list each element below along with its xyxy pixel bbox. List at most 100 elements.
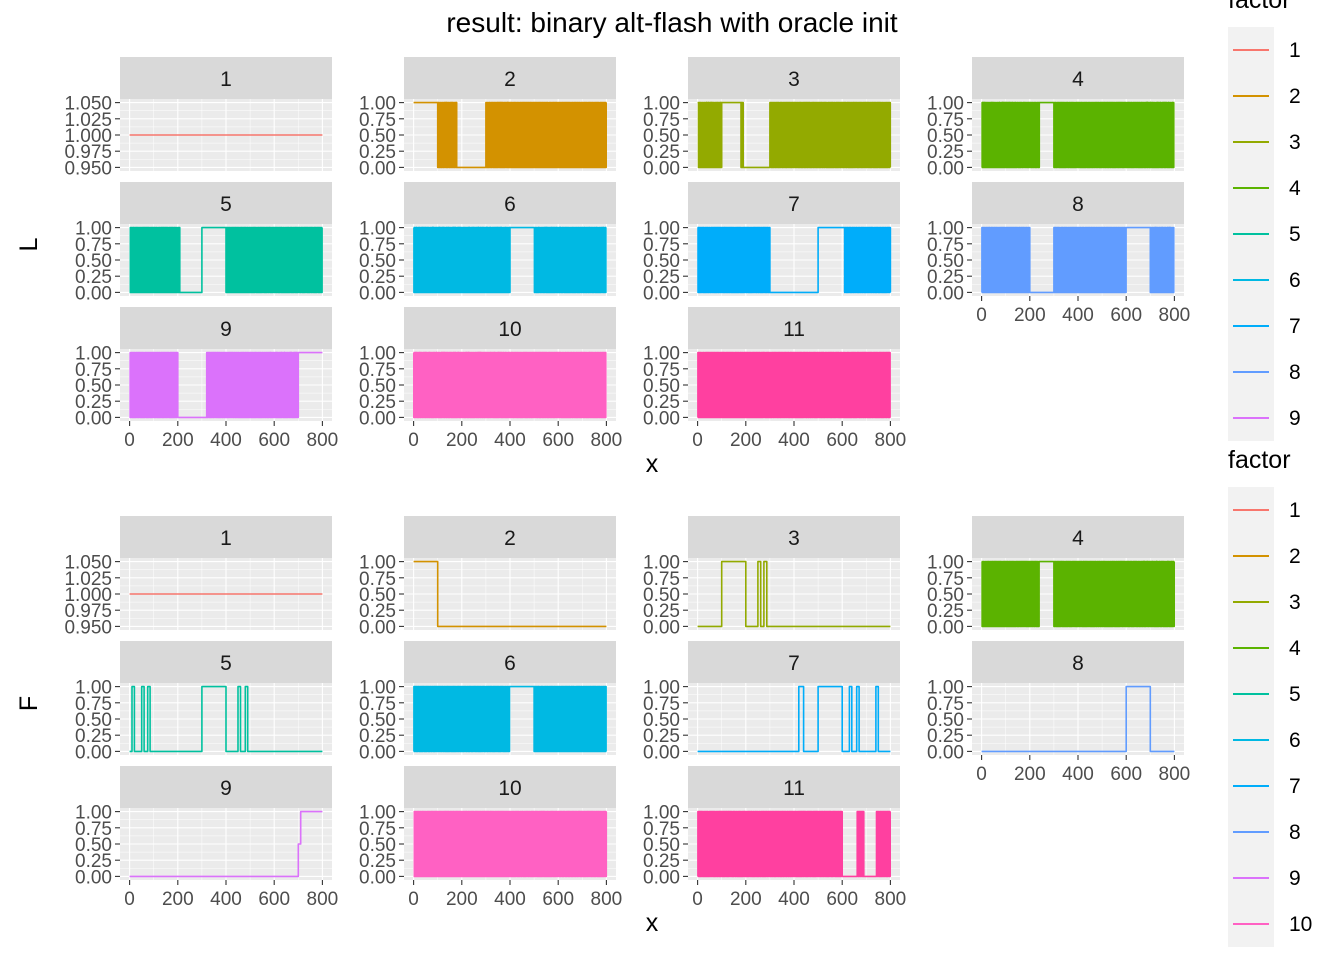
x-tick-label: 600 — [826, 889, 858, 910]
y-tick-label: 1.00 — [643, 219, 680, 240]
legend-label: 7 — [1289, 775, 1301, 798]
x-tick-label: 600 — [258, 889, 290, 910]
y-tick-label: 0.00 — [643, 742, 680, 763]
x-tick-label: 600 — [826, 430, 858, 451]
facet-strip-label: 2 — [504, 68, 516, 91]
facet-panel-L-2: 2 0.000.250.500.751.00 — [359, 57, 616, 179]
facet-panel-L-5: 5 0.000.250.500.751.00 — [75, 182, 332, 304]
legend-label: 8 — [1289, 821, 1301, 844]
y-tick-label: 1.025 — [64, 569, 112, 590]
y-tick-label: 1.00 — [359, 678, 396, 699]
legend-label: 10 — [1289, 913, 1312, 936]
facet-strip — [404, 516, 616, 558]
y-tick-label: 0.50 — [359, 126, 396, 147]
legend-label: 1 — [1289, 499, 1301, 522]
facet-panel-L-11: 11 0.000.250.500.751.00 0 200 400 600 800 — [643, 307, 906, 451]
y-tick-label: 0.50 — [643, 376, 680, 397]
series-line-factor-2 — [413, 560, 607, 628]
series-line-factor-11 — [697, 810, 891, 878]
facet-strip — [404, 182, 616, 224]
y-tick-label: 1.00 — [927, 94, 964, 115]
facet-strip — [972, 182, 1184, 224]
y-tick-label: 0.25 — [927, 726, 964, 747]
facet-strip-label: 9 — [220, 777, 232, 800]
facet-strip-label: 11 — [783, 318, 805, 341]
facet-strip-label: 7 — [788, 193, 800, 216]
y-tick-label: 0.75 — [75, 694, 112, 715]
series-line-factor-7 — [697, 685, 891, 753]
y-tick-label: 0.25 — [359, 851, 396, 872]
facet-panel-L-10: 10 0.000.250.500.751.00 0 200 400 600 800 — [359, 307, 622, 451]
legend-label: 3 — [1289, 591, 1301, 614]
y-tick-label: 0.50 — [359, 835, 396, 856]
x-tick-label: 800 — [1159, 305, 1191, 326]
x-tick-label: 0 — [692, 430, 703, 451]
y-tick-label: 0.50 — [643, 835, 680, 856]
facet-strip — [688, 641, 900, 683]
facet-strip — [404, 57, 616, 99]
facet-panel-F-11: 11 0.000.250.500.751.00 0 200 400 600 800 — [643, 766, 906, 910]
x-tick-label: 200 — [162, 889, 194, 910]
x-tick-label: 800 — [875, 430, 907, 451]
y-tick-label: 0.25 — [75, 392, 112, 413]
legend-F: factor 1 2 3 4 5 6 7 8 9 10 — [1228, 446, 1312, 947]
y-tick-label: 0.00 — [927, 742, 964, 763]
x-tick-label: 0 — [124, 889, 135, 910]
y-tick-label: 0.50 — [927, 710, 964, 731]
x-tick-label: 600 — [1110, 305, 1142, 326]
y-tick-label: 0.25 — [643, 392, 680, 413]
y-tick-label: 0.75 — [359, 694, 396, 715]
y-tick-label: 0.25 — [927, 142, 964, 163]
facet-strip-label: 2 — [504, 527, 516, 550]
y-tick-label: 1.00 — [359, 803, 396, 824]
legend-label: 4 — [1289, 177, 1301, 200]
y-tick-label: 0.00 — [359, 617, 396, 638]
x-tick-label: 400 — [210, 889, 242, 910]
y-tick-label: 0.75 — [643, 235, 680, 256]
legend-label: 6 — [1289, 269, 1301, 292]
facet-strip — [688, 182, 900, 224]
facet-strip — [972, 641, 1184, 683]
y-tick-label: 0.25 — [359, 601, 396, 622]
series-line-factor-4 — [981, 560, 1175, 628]
y-tick-label: 1.00 — [927, 219, 964, 240]
y-tick-label: 0.00 — [643, 158, 680, 179]
y-tick-label: 0.25 — [359, 142, 396, 163]
y-tick-label: 0.50 — [927, 585, 964, 606]
legend-key-background — [1228, 487, 1274, 947]
facet-panel-L-4: 4 0.000.250.500.751.00 — [927, 57, 1184, 179]
y-tick-label: 0.50 — [643, 251, 680, 272]
facet-strip — [688, 766, 900, 808]
legend-label: 2 — [1289, 85, 1301, 108]
y-tick-label: 0.25 — [643, 601, 680, 622]
series-line-factor-8 — [981, 226, 1175, 294]
y-tick-label: 0.50 — [75, 835, 112, 856]
y-tick-label: 0.00 — [643, 283, 680, 304]
y-tick-label: 1.00 — [75, 219, 112, 240]
y-tick-label: 0.50 — [359, 251, 396, 272]
y-tick-label: 1.00 — [75, 678, 112, 699]
facet-strip-label: 9 — [220, 318, 232, 341]
facet-panel-L-9: 9 0.000.250.500.751.00 0 200 400 600 800 — [75, 307, 338, 451]
y-tick-label: 0.00 — [927, 158, 964, 179]
x-tick-label: 400 — [1062, 305, 1094, 326]
y-tick-label: 0.00 — [359, 158, 396, 179]
y-tick-label: 0.75 — [359, 819, 396, 840]
legend-L: factor 1 2 3 4 5 6 7 8 9 — [1228, 0, 1301, 441]
y-tick-label: 1.00 — [643, 344, 680, 365]
x-axis-title: x — [646, 450, 659, 478]
y-tick-label: 1.00 — [643, 678, 680, 699]
y-tick-label: 0.975 — [64, 601, 112, 622]
legend-label: 4 — [1289, 637, 1301, 660]
x-axis-title: x — [646, 909, 659, 937]
y-tick-label: 0.25 — [359, 392, 396, 413]
y-axis-title: F — [15, 696, 43, 711]
y-tick-label: 0.50 — [359, 710, 396, 731]
facet-panel-F-9: 9 0.000.250.500.751.00 0 200 400 600 800 — [75, 766, 338, 910]
facet-strip-label: 10 — [498, 777, 521, 800]
series-line-factor-10 — [413, 810, 608, 878]
facet-strip — [120, 307, 332, 349]
y-tick-label: 1.00 — [359, 553, 396, 574]
y-tick-label: 0.75 — [75, 235, 112, 256]
series-line-factor-6 — [413, 226, 607, 294]
